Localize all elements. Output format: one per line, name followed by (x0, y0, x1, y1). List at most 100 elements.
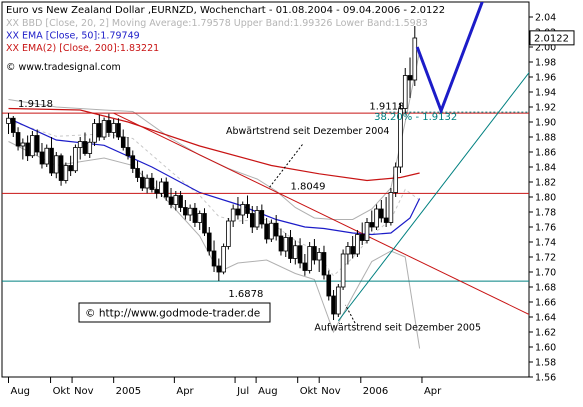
y-tick-label: 1.56 (535, 373, 556, 384)
candle-body (106, 120, 112, 133)
annotation-label: 1.6878 (228, 289, 263, 300)
legend-entry: XX EMA(2) [Close, 200]:1.83221 (6, 43, 159, 54)
candle-body (87, 141, 93, 154)
x-tick-label: Okt (53, 386, 71, 397)
y-tick-label: 1.78 (535, 208, 556, 219)
candle-body (292, 245, 298, 259)
x-tick-label: Apr (176, 386, 194, 397)
candle-body (178, 195, 183, 208)
y-tick-label: 1.76 (535, 223, 556, 234)
bb-lower-band (8, 141, 421, 349)
candle-body (15, 132, 21, 147)
candle-body (245, 204, 250, 214)
legend-entry: XX EMA [Close, 50]:1.79749 (6, 31, 140, 42)
candle-body (254, 210, 260, 228)
candle-body (63, 165, 69, 181)
y-tick-label: 1.90 (535, 118, 556, 129)
candle-body (398, 108, 403, 168)
y-tick-label: 1.68 (535, 283, 556, 294)
current-price-label: 2.0122 (534, 33, 569, 44)
x-tick-label: Nov (321, 386, 341, 397)
candle-body (149, 177, 155, 190)
annotation-label: 1.8049 (291, 182, 326, 193)
candle-body (336, 286, 341, 315)
candle-body (340, 253, 346, 288)
y-tick-label: 1.66 (535, 298, 556, 309)
candle-body (173, 195, 179, 205)
candle-body (30, 135, 35, 157)
candle-body (82, 141, 88, 154)
candle-body (44, 147, 50, 165)
x-tick-label: Okt (300, 386, 318, 397)
candle-body (307, 246, 312, 271)
ema200-line (8, 107, 420, 182)
x-tick-label: Aug (258, 386, 278, 397)
candle-body (130, 155, 136, 169)
candle-body (379, 208, 384, 219)
candle-body (369, 222, 375, 228)
candle-body (68, 165, 73, 172)
y-tick-label: 1.64 (535, 313, 556, 324)
candle-body (226, 220, 231, 247)
candle-body (206, 232, 212, 252)
candle-body (187, 207, 193, 216)
y-tick-label: 1.70 (535, 268, 556, 279)
candle-body (264, 223, 269, 240)
candle-body (302, 262, 308, 271)
candle-body (39, 151, 45, 165)
candle-body (249, 213, 255, 228)
annotation-label: Aufwärtstrend seit Dezember 2005 (314, 323, 481, 334)
candle-body (154, 189, 159, 194)
candle-body (77, 141, 83, 148)
candle-body (6, 117, 11, 124)
candle-body (259, 210, 265, 225)
uptrend-line (337, 71, 529, 322)
y-tick-label: 1.80 (535, 193, 556, 204)
candle-body (269, 222, 274, 240)
candle-body (230, 208, 236, 222)
candle-body (140, 177, 145, 189)
candle-body (321, 252, 327, 276)
x-tick-label: 2005 (116, 386, 141, 397)
candle-body (383, 217, 389, 223)
candle-body (211, 250, 217, 267)
candle-body (54, 155, 59, 174)
y-tick-label: 1.94 (535, 88, 556, 99)
candle-body (297, 245, 303, 264)
y-tick-label: 1.58 (535, 358, 556, 369)
y-tick-label: 2.04 (535, 13, 556, 24)
annotation-label: 1.9118 (369, 101, 404, 112)
candle-body (273, 222, 279, 237)
candle-body (278, 235, 284, 252)
candle-body (163, 181, 169, 198)
candle-body (388, 192, 394, 223)
candle-body (288, 237, 293, 259)
x-tick-label: Apr (424, 386, 442, 397)
y-tick-label: 1.60 (535, 343, 556, 354)
source-text: © www.tradesignal.com (6, 62, 121, 73)
projection-path (415, 2, 484, 116)
candle-body (20, 142, 26, 147)
candle-body (144, 177, 150, 189)
candle-body (120, 136, 126, 148)
candle-body (359, 234, 365, 241)
candle-body (34, 135, 40, 153)
candle-body (240, 204, 246, 216)
candle-body (159, 181, 164, 194)
candle-body (97, 123, 102, 138)
candle-body (183, 207, 188, 216)
candle-body (331, 295, 336, 315)
y-tick-label: 1.74 (535, 238, 556, 249)
candle-body (92, 123, 97, 143)
y-tick-label: 1.62 (535, 328, 556, 339)
x-tick-label: Aug (11, 386, 31, 397)
chart-title: Euro vs New Zealand Dollar ,EURNZD, Woch… (6, 5, 445, 16)
bb-moving-average (8, 120, 420, 277)
candle-body (412, 37, 418, 81)
downtrend-line (113, 112, 529, 315)
y-tick-label: 1.92 (535, 103, 556, 114)
candle-body (10, 117, 16, 133)
candle-body (202, 213, 207, 234)
